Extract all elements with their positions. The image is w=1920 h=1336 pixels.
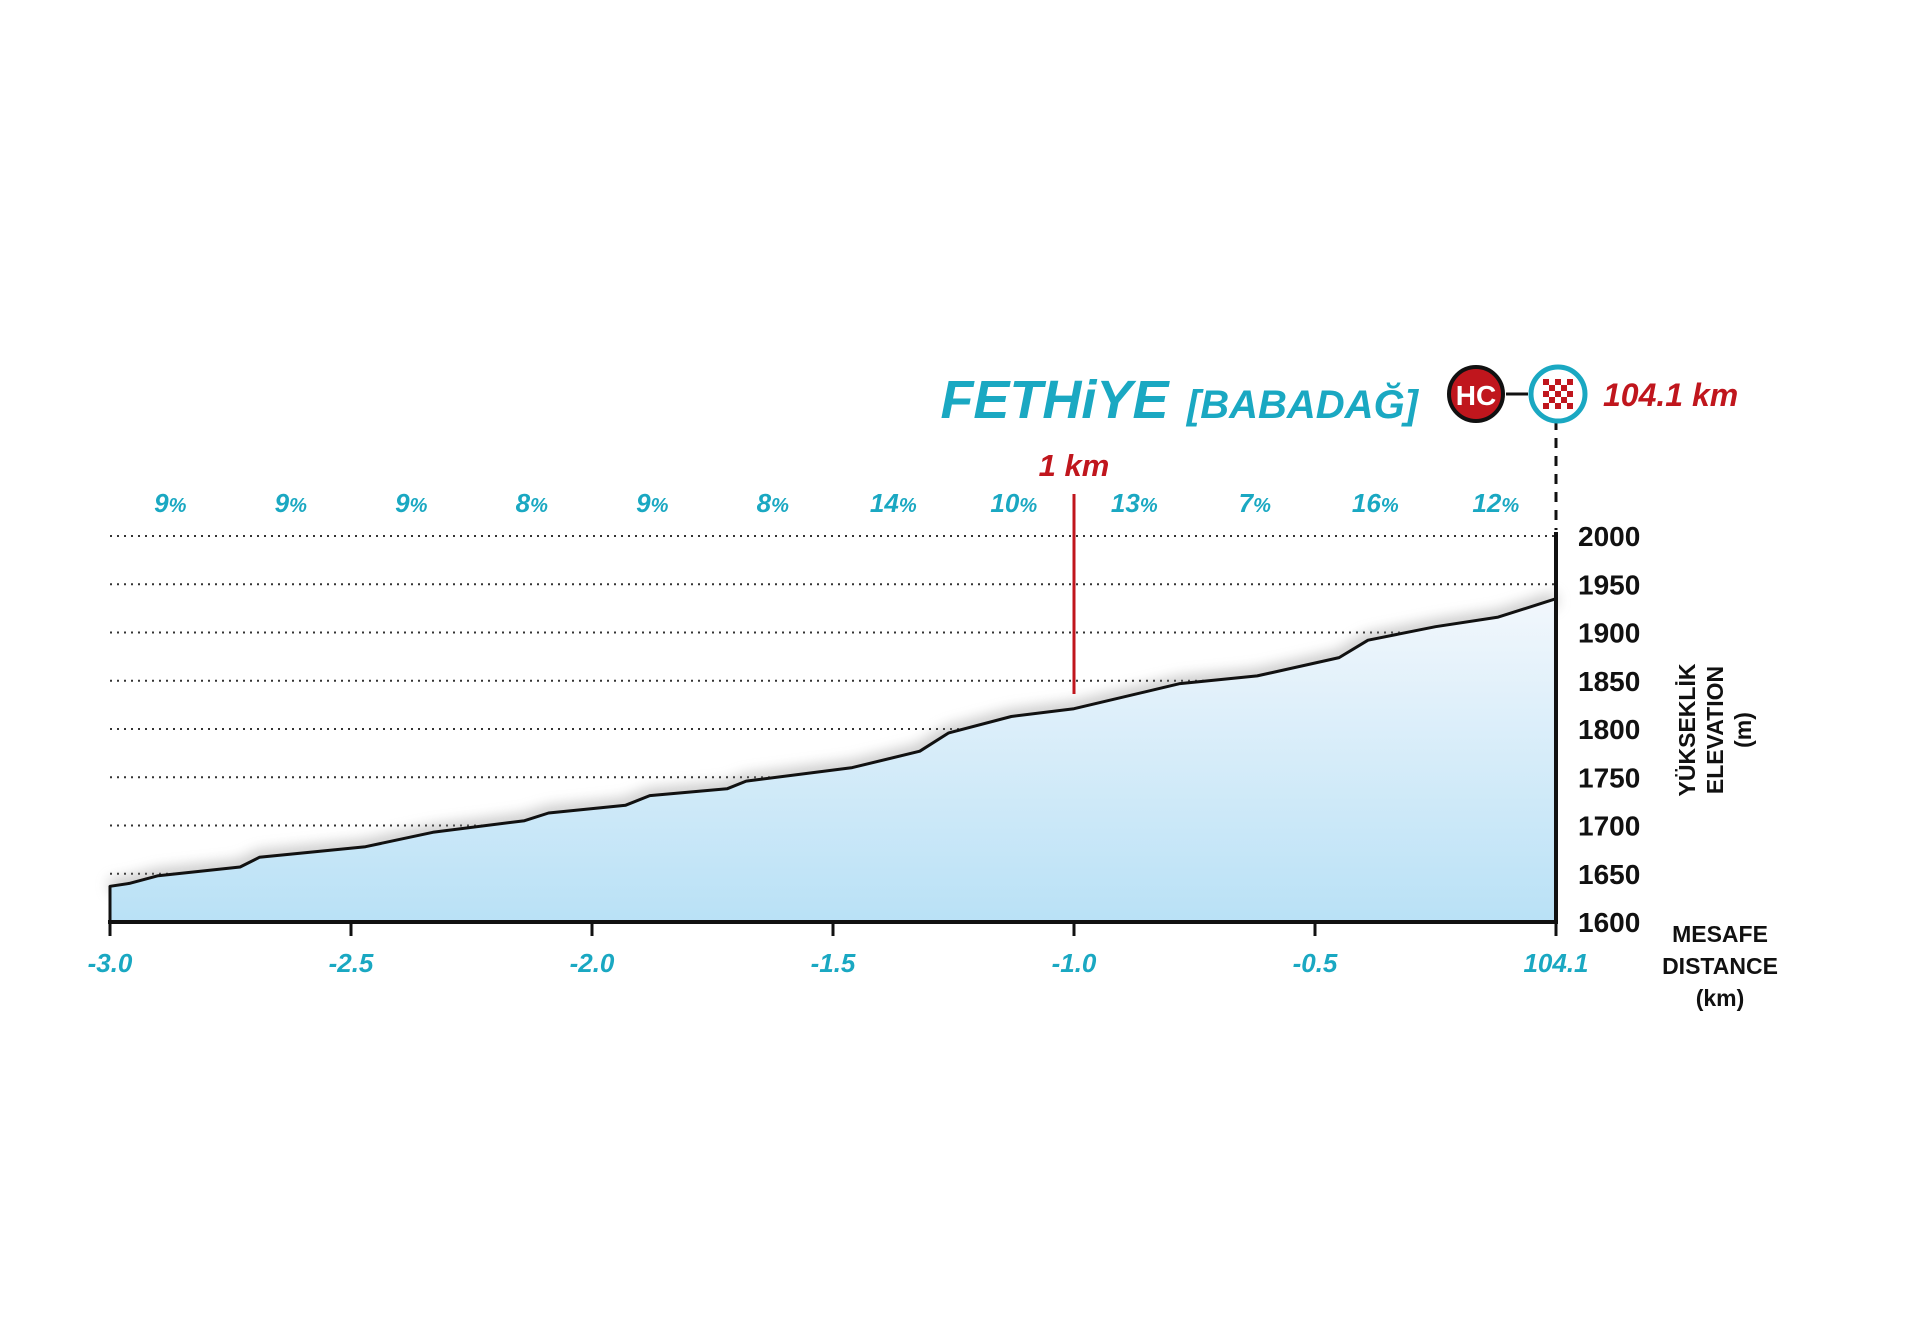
gradient-label: 14% xyxy=(870,488,917,518)
svg-text:(km): (km) xyxy=(1696,985,1745,1011)
checker-square xyxy=(1549,385,1555,391)
checker-square xyxy=(1549,379,1555,385)
checker-square xyxy=(1543,379,1549,385)
checker-square xyxy=(1555,379,1561,385)
gradient-label: 9% xyxy=(154,488,186,518)
svg-text:(m): (m) xyxy=(1730,712,1756,748)
x-tick-label: -0.5 xyxy=(1293,948,1338,978)
checker-square xyxy=(1555,403,1561,409)
y-tick-label: 1900 xyxy=(1578,618,1640,649)
gradient-label: 9% xyxy=(636,488,668,518)
gradient-label: 12% xyxy=(1472,488,1519,518)
x-ticks: -3.0 -2.5 -2.0 -1.5 -1.0 -0.5 104.1 xyxy=(88,922,1589,978)
gradient-label: 8% xyxy=(516,488,548,518)
one-km-marker-label: 1 km xyxy=(1039,448,1110,483)
x-tick-label: -2.0 xyxy=(570,948,615,978)
y-tick-label: 1850 xyxy=(1578,666,1640,697)
finish-distance: 104.1 km xyxy=(1603,377,1738,413)
checker-square xyxy=(1561,379,1567,385)
checker-square xyxy=(1543,391,1549,397)
gradient-labels: 9% 9% 9% 8% 9% 8% 14% 10% 13% 7% 16% 12% xyxy=(154,488,1519,518)
checker-square xyxy=(1561,385,1567,391)
finish-name: FETHiYE xyxy=(940,370,1170,430)
checker-square xyxy=(1561,403,1567,409)
checker-square xyxy=(1555,385,1561,391)
hc-category-badge: HC xyxy=(1447,365,1505,423)
svg-text:YÜKSEKLİK: YÜKSEKLİK xyxy=(1674,663,1700,796)
checker-square xyxy=(1543,385,1549,391)
y-tick-label: 1600 xyxy=(1578,907,1640,938)
y-ticks: 1600 1650 1700 1750 1800 1850 1900 1950 2000 xyxy=(1578,521,1640,938)
gradient-label: 16% xyxy=(1352,488,1399,518)
gradient-label: 13% xyxy=(1111,488,1158,518)
elevation-line xyxy=(108,597,1557,922)
elevation-area xyxy=(110,598,1556,922)
finish-title: FETHiYE [BABADAĞ] xyxy=(940,370,1419,430)
gradient-label: 9% xyxy=(275,488,307,518)
y-tick-label: 1800 xyxy=(1578,714,1640,745)
y-tick-label: 1950 xyxy=(1578,569,1640,600)
gradient-label: 8% xyxy=(757,488,789,518)
checker-square xyxy=(1567,385,1573,391)
x-tick-label: -1.5 xyxy=(811,948,856,978)
checker-square xyxy=(1543,403,1549,409)
checker-square xyxy=(1567,403,1573,409)
checker-square xyxy=(1543,397,1549,403)
y-tick-label: 1650 xyxy=(1578,859,1640,890)
y-axis-title: YÜKSEKLİK ELEVATION (m) xyxy=(1674,663,1756,796)
checker-square xyxy=(1561,391,1567,397)
svg-text:MESAFE: MESAFE xyxy=(1672,921,1768,947)
checker-square xyxy=(1555,391,1561,397)
svg-text:DISTANCE: DISTANCE xyxy=(1662,953,1778,979)
gradient-label: 10% xyxy=(990,488,1037,518)
x-tick-label: 104.1 xyxy=(1523,948,1588,978)
checkered-flag-icon xyxy=(1528,364,1588,424)
checker-square xyxy=(1567,379,1573,385)
checker-square xyxy=(1555,397,1561,403)
svg-text:ELEVATION: ELEVATION xyxy=(1702,666,1728,794)
checker-square xyxy=(1567,391,1573,397)
x-axis-title: MESAFE DISTANCE (km) xyxy=(1662,921,1778,1011)
gradient-label: 7% xyxy=(1239,488,1271,518)
x-tick-label: -2.5 xyxy=(329,948,374,978)
gradient-label: 9% xyxy=(395,488,427,518)
x-tick-label: -1.0 xyxy=(1052,948,1097,978)
y-tick-label: 1700 xyxy=(1578,811,1640,842)
svg-text:HC: HC xyxy=(1456,380,1496,411)
y-tick-label: 2000 xyxy=(1578,521,1640,552)
x-tick-label: -3.0 xyxy=(88,948,133,978)
checker-square xyxy=(1567,397,1573,403)
checker-square xyxy=(1549,391,1555,397)
checker-square xyxy=(1549,397,1555,403)
checker-square xyxy=(1561,397,1567,403)
y-tick-label: 1750 xyxy=(1578,762,1640,793)
checker-square xyxy=(1549,403,1555,409)
finish-subtitle: [BABADAĞ] xyxy=(1185,381,1420,427)
